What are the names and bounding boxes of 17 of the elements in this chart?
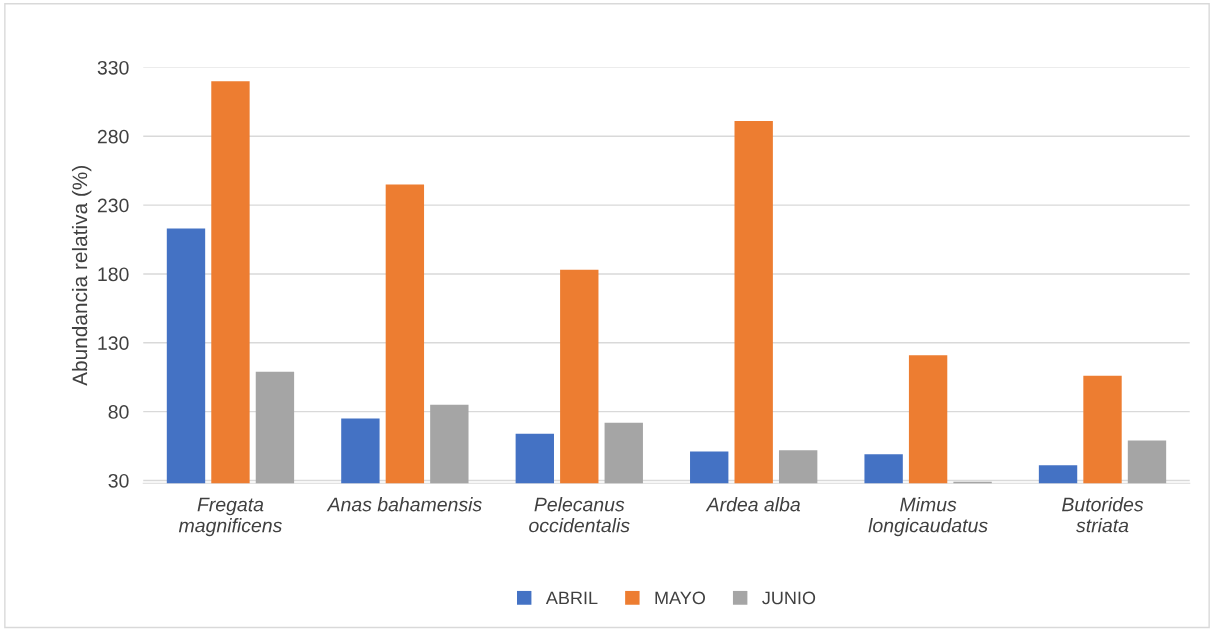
legend-label: JUNIO	[762, 591, 816, 605]
x-tick-label: Mimus longicaudatus	[868, 497, 988, 537]
y-tick-label: 230	[97, 198, 129, 213]
x-tick-label: Pelecanus occidentalis	[529, 497, 630, 533]
x-tick-label: Butorides striata	[1062, 497, 1144, 533]
y-tick-label: 280	[97, 129, 129, 144]
x-tick-label: Ardea alba	[705, 497, 801, 512]
y-tick-label: 30	[108, 473, 129, 488]
y-tick-label: 180	[98, 267, 129, 282]
legend-label: ABRIL	[545, 591, 598, 605]
y-tick-label: 80	[108, 405, 129, 419]
legend-label: MAYO	[655, 591, 705, 605]
y-tick-label: 130	[98, 336, 129, 351]
x-tick-label: Anas bahamensis	[326, 497, 482, 512]
y-tick-label: 330	[97, 60, 129, 75]
y-axis-title: Abundancia relativa (%)	[71, 166, 92, 386]
x-tick-label: Fregata magnificens	[178, 497, 282, 537]
